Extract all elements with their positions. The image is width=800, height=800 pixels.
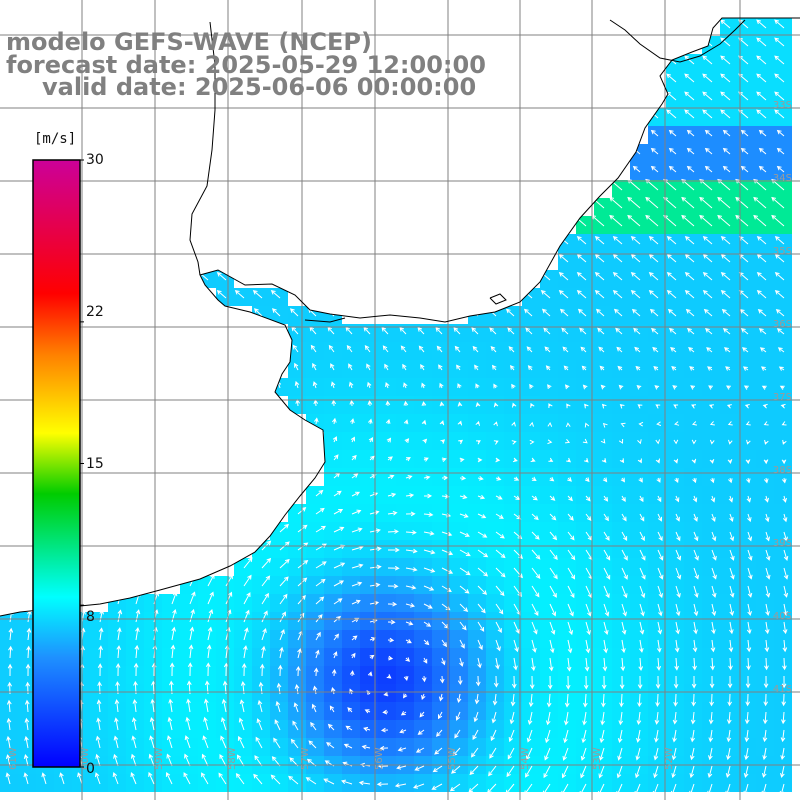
lat-label: 40S (773, 611, 792, 622)
forecast-date: forecast date: 2025-05-29 12:00:00 (6, 51, 486, 79)
coastline (0, 17, 800, 617)
color-scale-bar (32, 159, 84, 768)
lat-label: 36S (773, 319, 792, 330)
colorbar-unit: [m/s] (34, 131, 77, 147)
land-mask (0, 0, 800, 616)
lat-label: 34S (773, 173, 792, 184)
lat-label: 41S (773, 684, 792, 695)
lat-label: 38S (773, 465, 792, 476)
lon-label: 61W (8, 747, 19, 770)
lat-label: 33S (773, 100, 792, 111)
wind-vector-arrows (5, 19, 789, 797)
grid-labels: 33S 34S 35S 36S 37S 38S 39S 40S 41S 61W 60W 59W 58W 5… (8, 100, 792, 770)
lon-label: 52W (664, 747, 675, 770)
lon-label: 57W (300, 747, 311, 770)
colorbar-tick: 22 (86, 304, 104, 320)
colorbar-gradient (32, 159, 81, 768)
lon-label: 59W (154, 747, 165, 770)
lon-label: 58W (227, 747, 238, 770)
lon-label: 55W (447, 747, 458, 770)
model-title: modelo GEFS-WAVE (NCEP) (6, 28, 372, 56)
colorbar-tick: 0 (86, 761, 95, 777)
lon-label: 56W (374, 747, 385, 770)
lat-label: 35S (773, 246, 792, 257)
colorbar-tick: 8 (86, 609, 95, 625)
colorbar-tick: 15 (86, 456, 104, 472)
lon-label: 53W (592, 747, 603, 770)
lon-label: 54W (520, 747, 531, 770)
lat-label: 39S (773, 538, 792, 549)
colorbar-tick: 30 (86, 152, 104, 168)
lon-label: 60W (80, 747, 91, 770)
valid-date: valid date: 2025-06-06 00:00:00 (42, 73, 477, 101)
wind-speed-field (0, 18, 792, 792)
lat-label: 37S (773, 392, 792, 403)
